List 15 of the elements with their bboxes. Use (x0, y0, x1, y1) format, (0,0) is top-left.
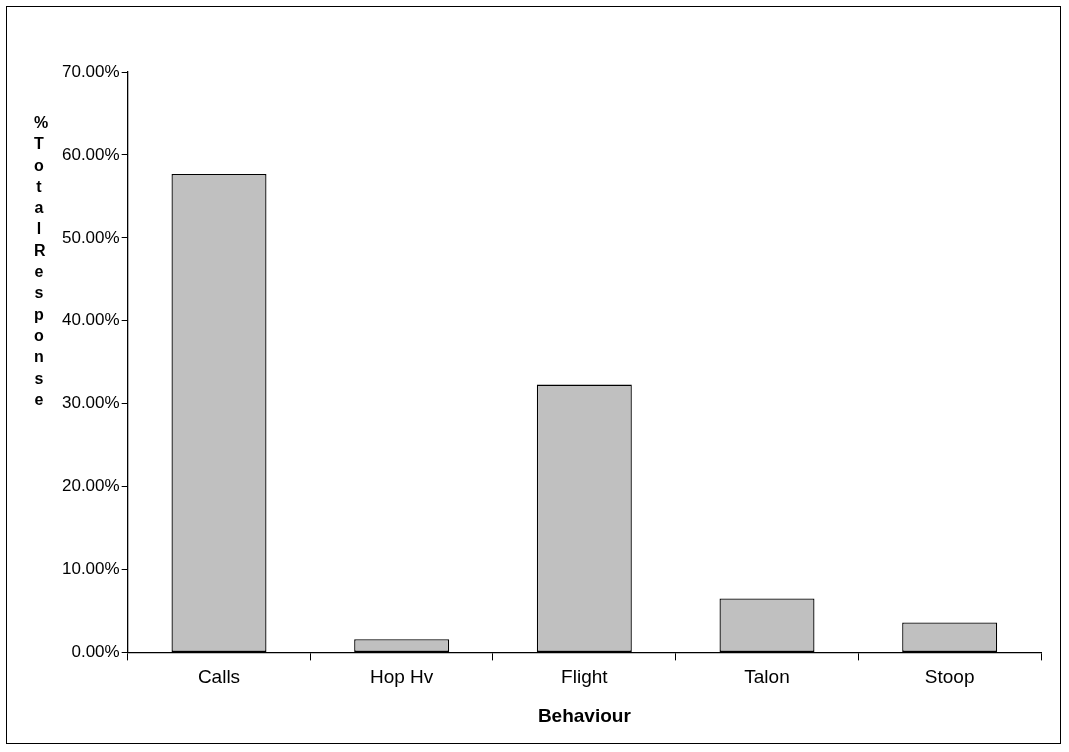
y-tick-label: 30.00% (61, 393, 120, 413)
y-tick-label: 20.00% (61, 476, 120, 496)
x-tick-label: Talon (744, 666, 790, 688)
x-tick-label: Stoop (924, 666, 975, 688)
text: % Total Response (34, 114, 49, 408)
y-tick-label: 50.00% (61, 227, 120, 247)
x-axis-title: Behaviour (537, 704, 632, 726)
y-tick-label: 40.00% (61, 310, 120, 330)
y-tick-label: 0.00% (71, 642, 120, 662)
x-tick-label: Flight (561, 666, 609, 688)
y-tick-label: 10.00% (61, 559, 120, 579)
y-tick-label: 70.00% (61, 61, 120, 81)
y-tick-label: 60.00% (61, 144, 120, 164)
x-tick-label: Hop Hv (369, 666, 434, 688)
x-tick-label: Calls (197, 666, 241, 688)
